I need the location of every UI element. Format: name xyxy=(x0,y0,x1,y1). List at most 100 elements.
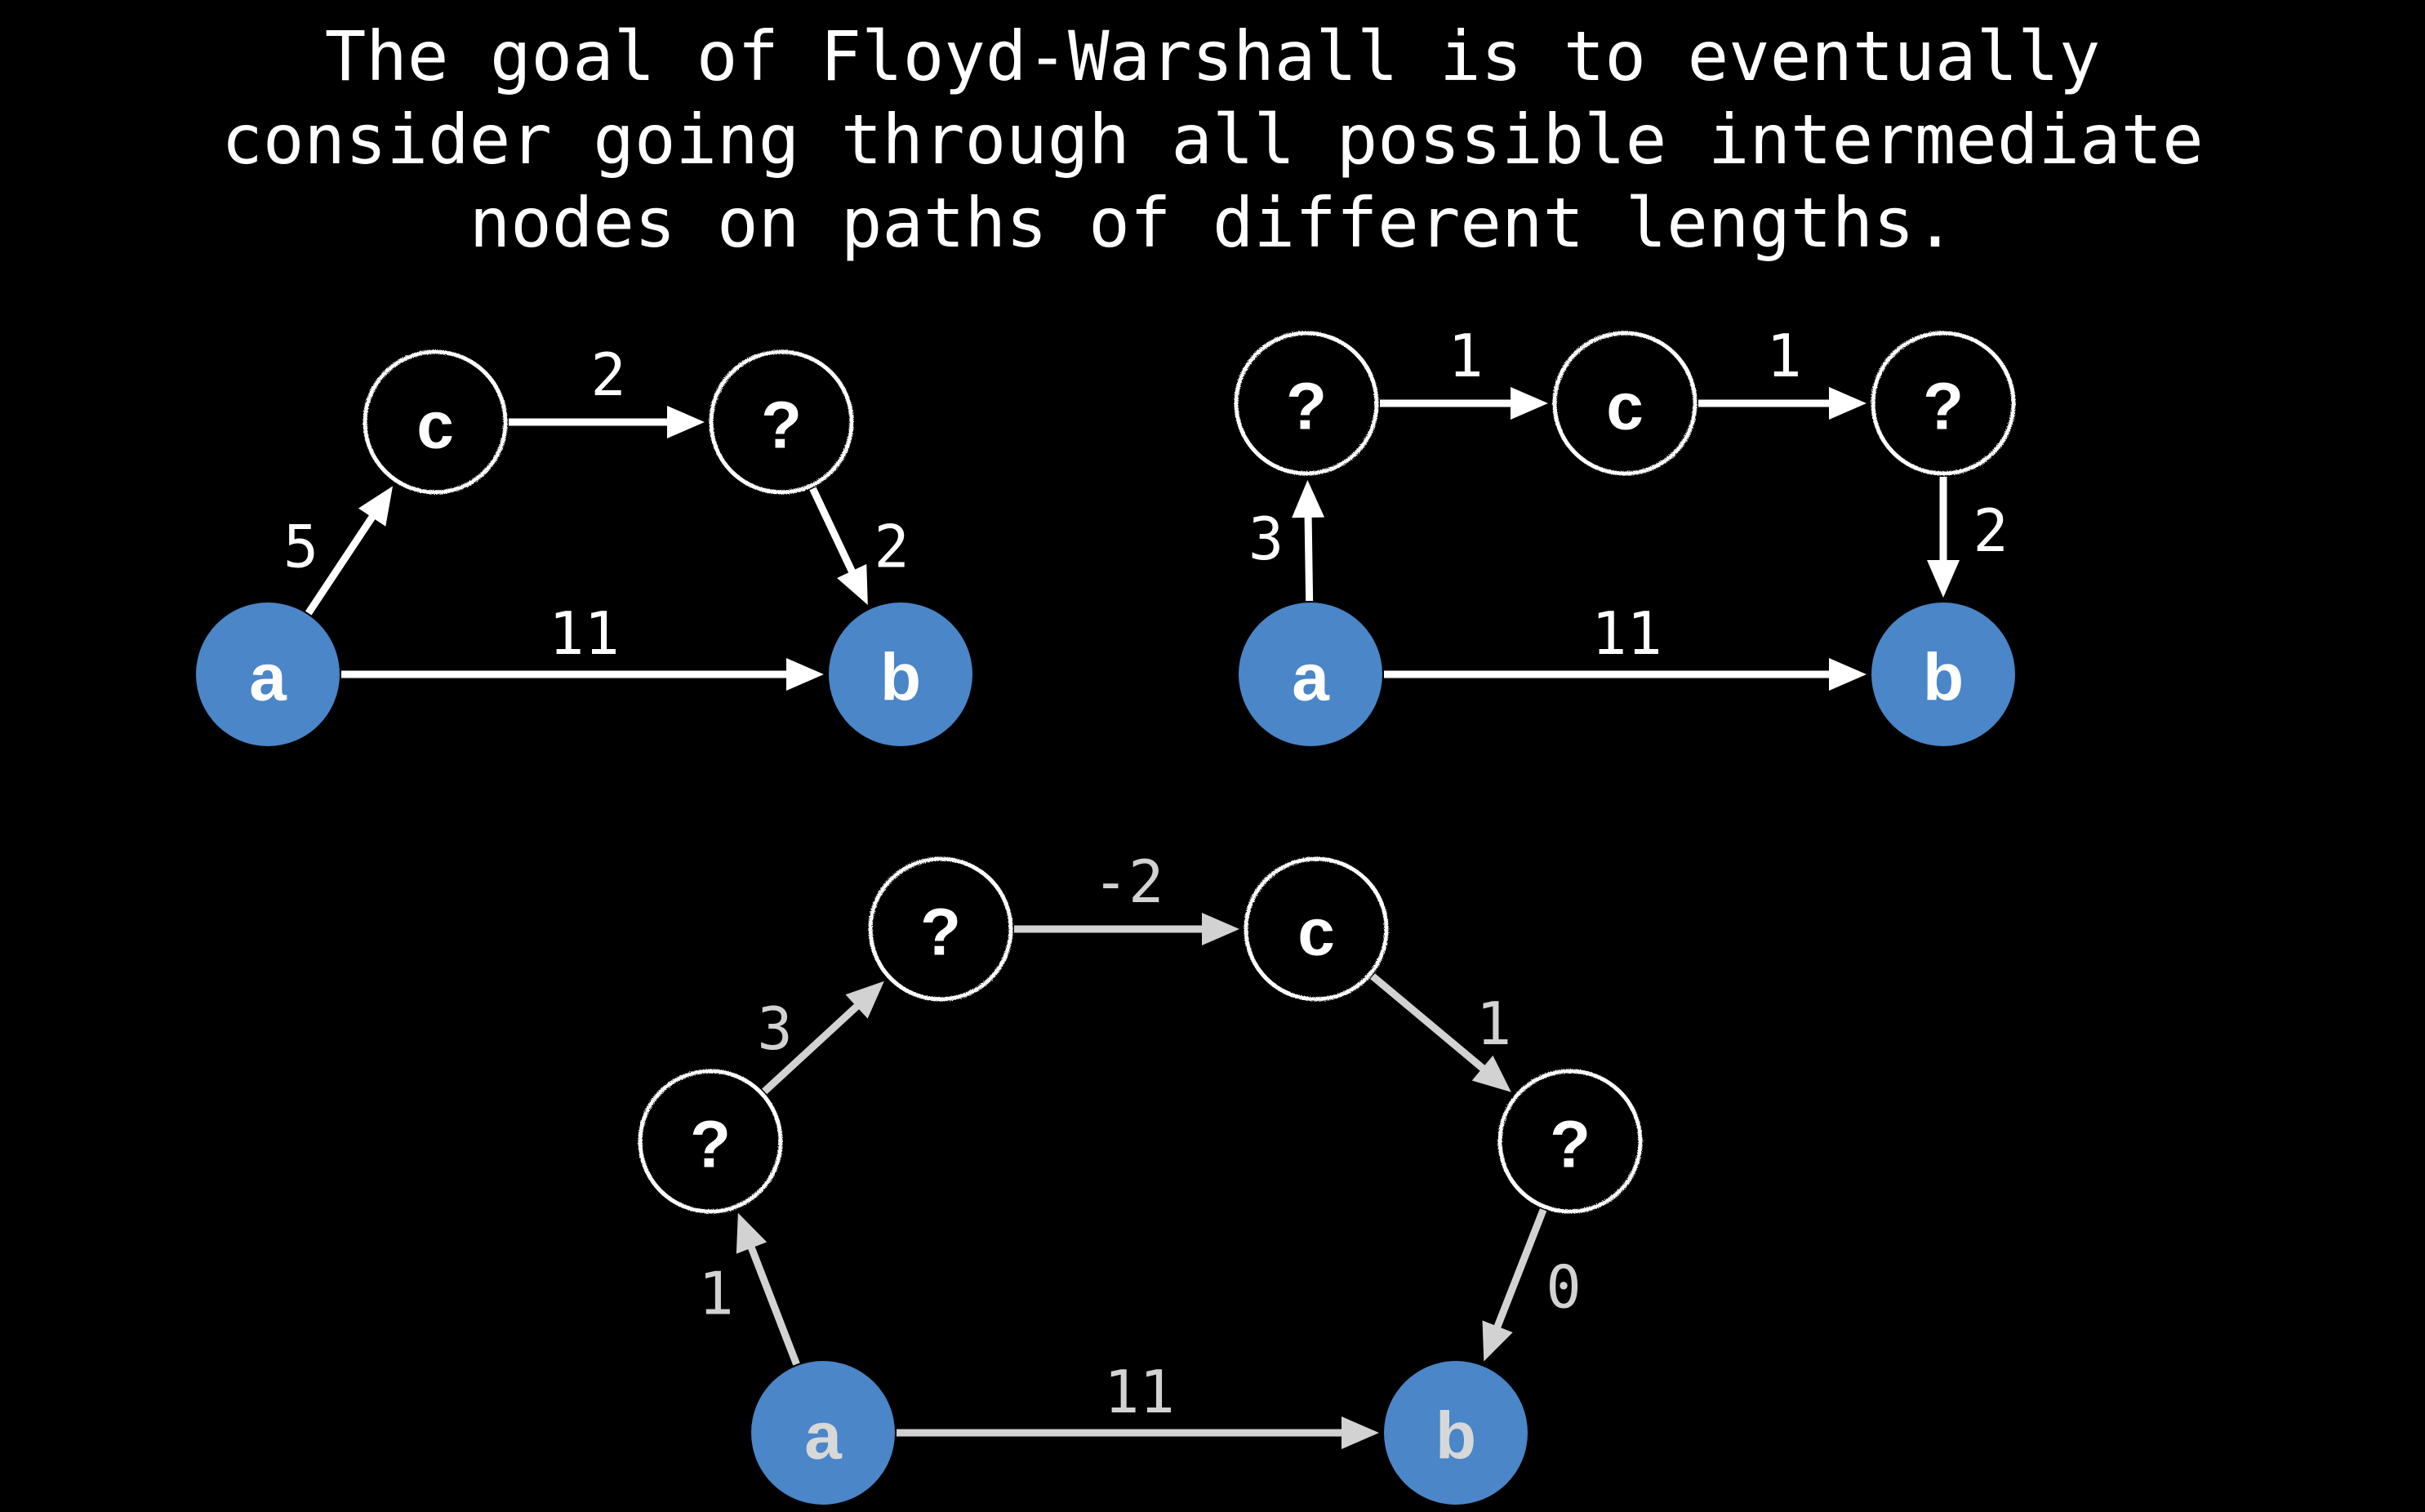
edge-weight-label: 2 xyxy=(1973,496,2008,565)
graph-three-intermediates: 1 3 -2 1 0 11 a?? c? b xyxy=(638,847,1643,1505)
edge-weight-label: 3 xyxy=(757,994,792,1063)
edge-q1-to-q2: 3 xyxy=(757,981,884,1095)
node-q1: ? xyxy=(1234,331,1379,476)
endpoint-node-circle xyxy=(1384,1361,1528,1505)
edge-c-to-q3: 1 xyxy=(1370,973,1511,1092)
edge-a-to-q1: 1 xyxy=(698,1212,800,1366)
node-label: a xyxy=(1292,641,1330,715)
edge-weight-label: 1 xyxy=(1448,322,1483,390)
intermediate-node-circle xyxy=(1497,1069,1643,1214)
node-b: b xyxy=(829,603,972,746)
node-q1: ? xyxy=(709,349,854,495)
node-b: b xyxy=(1871,603,2015,746)
edge-line xyxy=(762,1003,861,1095)
edge-weight-label: 3 xyxy=(1248,505,1284,573)
arrowhead xyxy=(786,658,824,691)
edge-weight-label: 0 xyxy=(1546,1253,1581,1322)
edge-a-to-b: 11 xyxy=(341,599,824,691)
edge-weight-label: 11 xyxy=(549,599,620,668)
node-label: c xyxy=(1297,896,1335,970)
arrowhead xyxy=(1342,1416,1379,1449)
edge-weight-label: 11 xyxy=(1591,599,1662,668)
edge-q1-to-b: 2 xyxy=(809,487,910,606)
endpoint-node-circle xyxy=(1239,603,1382,746)
edge-a-to-b: 11 xyxy=(897,1358,1379,1449)
node-label: b xyxy=(1923,641,1964,715)
intermediate-node-circle xyxy=(868,856,1013,1002)
edge-weight-label: 2 xyxy=(874,513,909,581)
edge-q2-to-b: 2 xyxy=(1927,477,2009,598)
edge-line xyxy=(1370,973,1487,1072)
edge-line xyxy=(1304,515,1314,602)
node-b: b xyxy=(1384,1361,1528,1505)
intermediate-node-circle xyxy=(1871,331,2016,476)
arrowhead xyxy=(845,981,884,1019)
edge-c-to-q2: 1 xyxy=(1698,322,1867,420)
edge-q1-to-c: 1 xyxy=(1380,322,1548,420)
node-label: ? xyxy=(1286,370,1327,444)
node-label: a xyxy=(249,641,287,715)
node-label: a xyxy=(804,1399,843,1474)
node-a: a xyxy=(1239,603,1382,746)
edge-q3-to-b: 0 xyxy=(1482,1208,1582,1362)
arrowhead xyxy=(358,486,394,527)
edge-weight-label: 1 xyxy=(1766,322,1801,390)
edge-weight-label: -2 xyxy=(1093,847,1164,916)
intermediate-node-circle xyxy=(1244,856,1389,1002)
arrowhead xyxy=(1829,387,1867,420)
node-label: ? xyxy=(1550,1108,1591,1182)
node-label: c xyxy=(416,389,454,463)
edge-q2-to-c: -2 xyxy=(1014,847,1239,945)
edge-weight-label: 1 xyxy=(698,1260,733,1328)
edge-weight-label: 1 xyxy=(1476,989,1511,1058)
endpoint-node-circle xyxy=(196,603,340,746)
edge-a-to-q1: 3 xyxy=(1248,479,1325,602)
node-label: ? xyxy=(690,1108,731,1182)
edge-line xyxy=(809,487,857,575)
endpoint-node-circle xyxy=(751,1361,895,1505)
arrowhead xyxy=(1471,1055,1511,1092)
node-c: c xyxy=(1244,856,1389,1002)
edge-a-to-b: 11 xyxy=(1384,599,1867,691)
edge-weight-label: 2 xyxy=(590,340,625,409)
node-label: c xyxy=(1606,370,1644,444)
arrowhead xyxy=(736,1212,768,1254)
arrowhead xyxy=(1482,1320,1513,1362)
edge-line xyxy=(747,1245,800,1366)
edge-line xyxy=(305,514,376,616)
node-q2: ? xyxy=(868,856,1013,1002)
endpoint-node-circle xyxy=(1871,603,2015,746)
arrowhead xyxy=(1829,658,1867,691)
node-label: ? xyxy=(920,896,961,970)
node-a: a xyxy=(196,603,340,746)
edge-weight-label: 5 xyxy=(283,513,318,581)
node-label: ? xyxy=(761,389,802,463)
node-q3: ? xyxy=(1497,1069,1643,1214)
arrowhead xyxy=(1292,479,1325,518)
edge-a-to-c: 5 xyxy=(283,486,394,616)
node-q2: ? xyxy=(1871,331,2016,476)
graph-one-intermediate: 5 2 2 11 a c ? b xyxy=(196,340,972,746)
intermediate-node-circle xyxy=(363,349,508,495)
node-a: a xyxy=(751,1361,895,1505)
edge-c-to-q1: 2 xyxy=(509,340,705,438)
arrowhead xyxy=(837,563,868,606)
arrowhead xyxy=(667,406,705,438)
slide-title: The goal of Floyd-Warshall is to eventua… xyxy=(221,16,2204,263)
edge-line xyxy=(1493,1208,1547,1330)
intermediate-node-circle xyxy=(1552,331,1698,476)
arrowhead xyxy=(1202,913,1239,945)
node-label: b xyxy=(1435,1399,1476,1474)
node-c: c xyxy=(363,349,508,495)
node-label: b xyxy=(880,641,921,715)
arrowhead xyxy=(1927,560,1960,598)
intermediate-node-circle xyxy=(1234,331,1379,476)
node-c: c xyxy=(1552,331,1698,476)
intermediate-node-circle xyxy=(709,349,854,495)
arrowhead xyxy=(1511,387,1548,420)
edge-weight-label: 11 xyxy=(1104,1358,1175,1426)
intermediate-node-circle xyxy=(638,1069,783,1214)
